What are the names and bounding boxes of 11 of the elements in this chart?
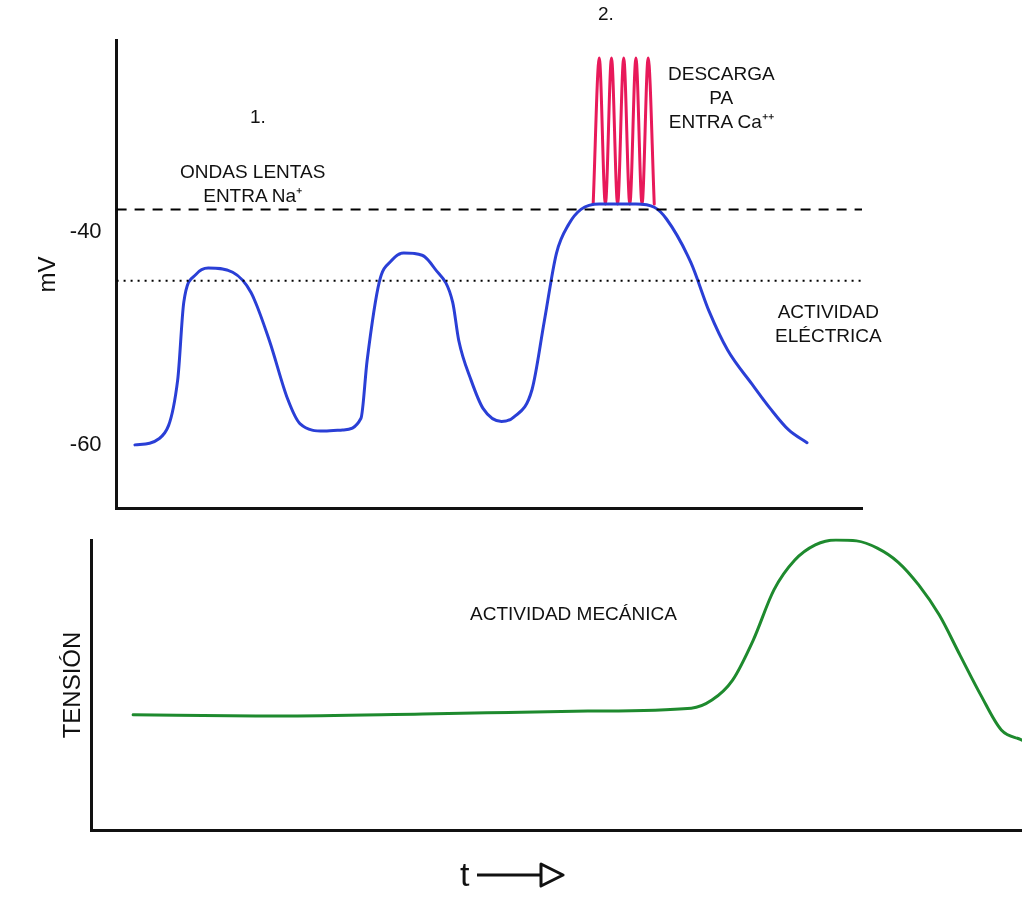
text: 2. [598, 2, 614, 26]
y-axis-title: TENSIÓN [58, 631, 86, 739]
annotation: ONDAS LENTAS ENTRA Na⁺ [180, 160, 326, 208]
y-tick-label: -40 [69, 217, 102, 243]
annotation: DESCARGA PA ENTRA Ca⁺⁺ [668, 62, 775, 134]
annotation: ACTIVIDAD ELÉCTRICA [775, 300, 882, 348]
annotation: 1. [250, 105, 266, 129]
annotation: ACTIVIDAD MECÁNICA [470, 602, 677, 626]
x-axis-title: t [460, 855, 470, 894]
y-axis-title: mV [33, 256, 61, 293]
y-tick-label: -60 [69, 430, 102, 456]
